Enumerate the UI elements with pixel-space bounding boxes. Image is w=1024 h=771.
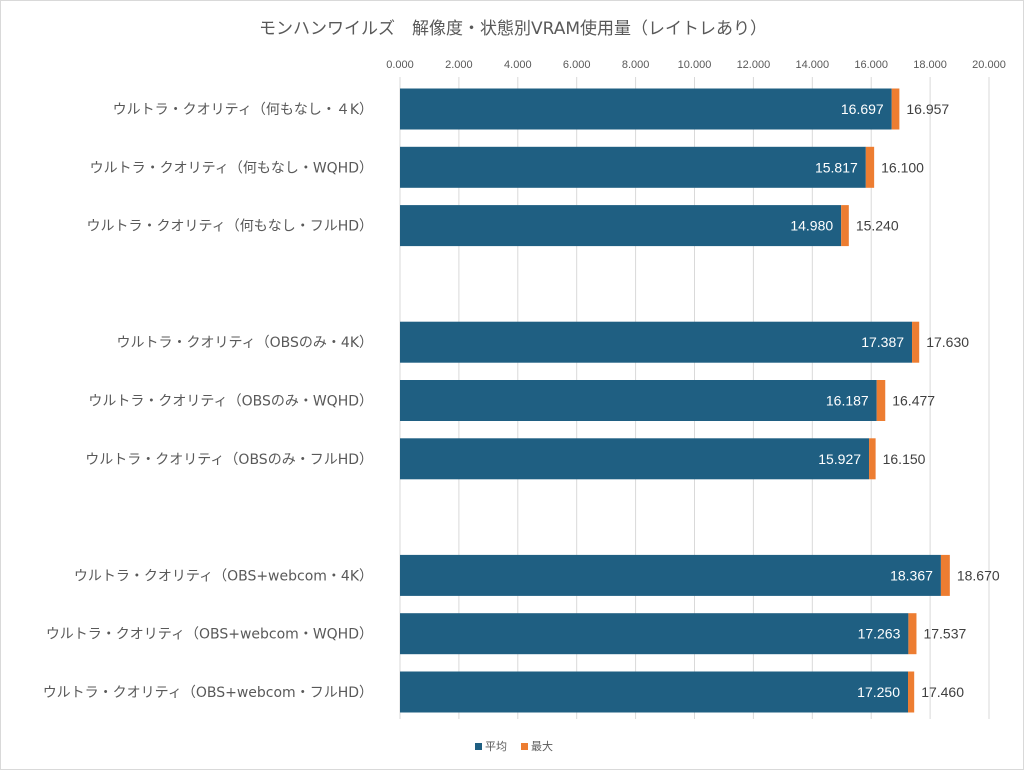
data-label-max: 15.240 — [856, 218, 899, 234]
bar-max — [940, 554, 950, 596]
data-label-avg: 15.817 — [815, 159, 858, 175]
x-tick-label: 12.000 — [737, 59, 771, 71]
category-label: ウルトラ・クオリティ（OBS+webcom・フルHD） — [43, 685, 373, 701]
x-tick-label: 6.000 — [563, 59, 591, 71]
bars — [400, 88, 950, 713]
data-label-max: 16.957 — [906, 101, 949, 117]
bar-max — [841, 205, 849, 247]
bar-max — [869, 438, 876, 480]
x-axis-ticks: 0.000 2.000 4.000 6.000 8.000 10.000 12.000 14.… — [386, 59, 1006, 71]
data-label-max: 18.670 — [957, 567, 1000, 583]
x-tick-label: 4.000 — [504, 59, 532, 71]
bar-max — [865, 146, 875, 188]
data-label-avg: 16.697 — [841, 101, 884, 117]
x-tick-label: 18.000 — [913, 59, 947, 71]
legend-swatch-max — [521, 743, 528, 750]
bar-avg — [400, 205, 842, 247]
data-label-avg: 17.387 — [861, 334, 904, 350]
data-label-avg: 17.250 — [857, 684, 900, 700]
bar-avg — [400, 613, 909, 655]
category-label: ウルトラ・クオリティ（OBS+webcom・WQHD） — [46, 627, 373, 643]
x-tick-label: 2.000 — [445, 59, 473, 71]
chart-title: モンハンワイルズ 解像度・状態別VRAM使用量（レイトレあり） — [259, 18, 767, 39]
bar-avg — [400, 88, 892, 130]
data-label-avg: 17.263 — [858, 626, 901, 642]
x-tick-label: 20.000 — [972, 59, 1006, 71]
bar-avg — [400, 438, 870, 480]
legend-label-max: 最大 — [531, 739, 553, 753]
category-label: ウルトラ・クオリティ（OBSのみ・WQHD） — [88, 394, 373, 410]
data-label-avg: 18.367 — [890, 567, 933, 583]
data-label-avg: 14.980 — [790, 218, 833, 234]
x-tick-label: 14.000 — [795, 59, 829, 71]
bar-avg — [400, 146, 866, 188]
x-tick-label: 10.000 — [678, 59, 712, 71]
bar-max — [891, 88, 900, 130]
legend: 平均 最大 — [475, 739, 553, 753]
category-label: ウルトラ・クオリティ（OBSのみ・4K） — [116, 335, 373, 351]
bar-avg — [400, 671, 909, 713]
bar-avg — [400, 554, 941, 596]
x-tick-label: 8.000 — [622, 59, 650, 71]
bar-max — [908, 613, 917, 655]
data-label-max: 17.537 — [923, 626, 966, 642]
category-label: ウルトラ・クオリティ（何もなし・WQHD） — [90, 160, 373, 176]
data-label-max: 16.100 — [881, 159, 924, 175]
data-label-avg: 16.187 — [826, 393, 869, 409]
category-label: ウルトラ・クオリティ（OBSのみ・フルHD） — [85, 452, 373, 468]
data-labels: 16.697 16.957 15.817 16.100 14.980 15.240 17.3… — [790, 101, 1000, 700]
bar-max — [912, 321, 920, 363]
data-label-max: 16.477 — [892, 393, 935, 409]
data-label-max: 17.460 — [921, 684, 964, 700]
legend-label-avg: 平均 — [485, 740, 507, 753]
bar-avg — [400, 380, 877, 421]
bar-max — [908, 671, 915, 713]
category-label: ウルトラ・クオリティ（OBS+webcom・4K） — [74, 568, 373, 584]
bar-avg — [400, 321, 913, 363]
bar-max — [876, 380, 886, 421]
legend-swatch-avg — [475, 743, 482, 750]
category-label: ウルトラ・クオリティ（何もなし・４K） — [113, 102, 373, 118]
data-label-max: 16.150 — [883, 451, 926, 467]
x-tick-label: 16.000 — [854, 59, 888, 71]
data-label-max: 17.630 — [926, 334, 969, 350]
category-labels: ウルトラ・クオリティ（何もなし・４K） ウルトラ・クオリティ（何もなし・WQHD）… — [43, 102, 373, 701]
x-tick-label: 0.000 — [386, 59, 414, 71]
category-label: ウルトラ・クオリティ（何もなし・フルHD） — [87, 219, 373, 235]
data-label-avg: 15.927 — [818, 451, 861, 467]
